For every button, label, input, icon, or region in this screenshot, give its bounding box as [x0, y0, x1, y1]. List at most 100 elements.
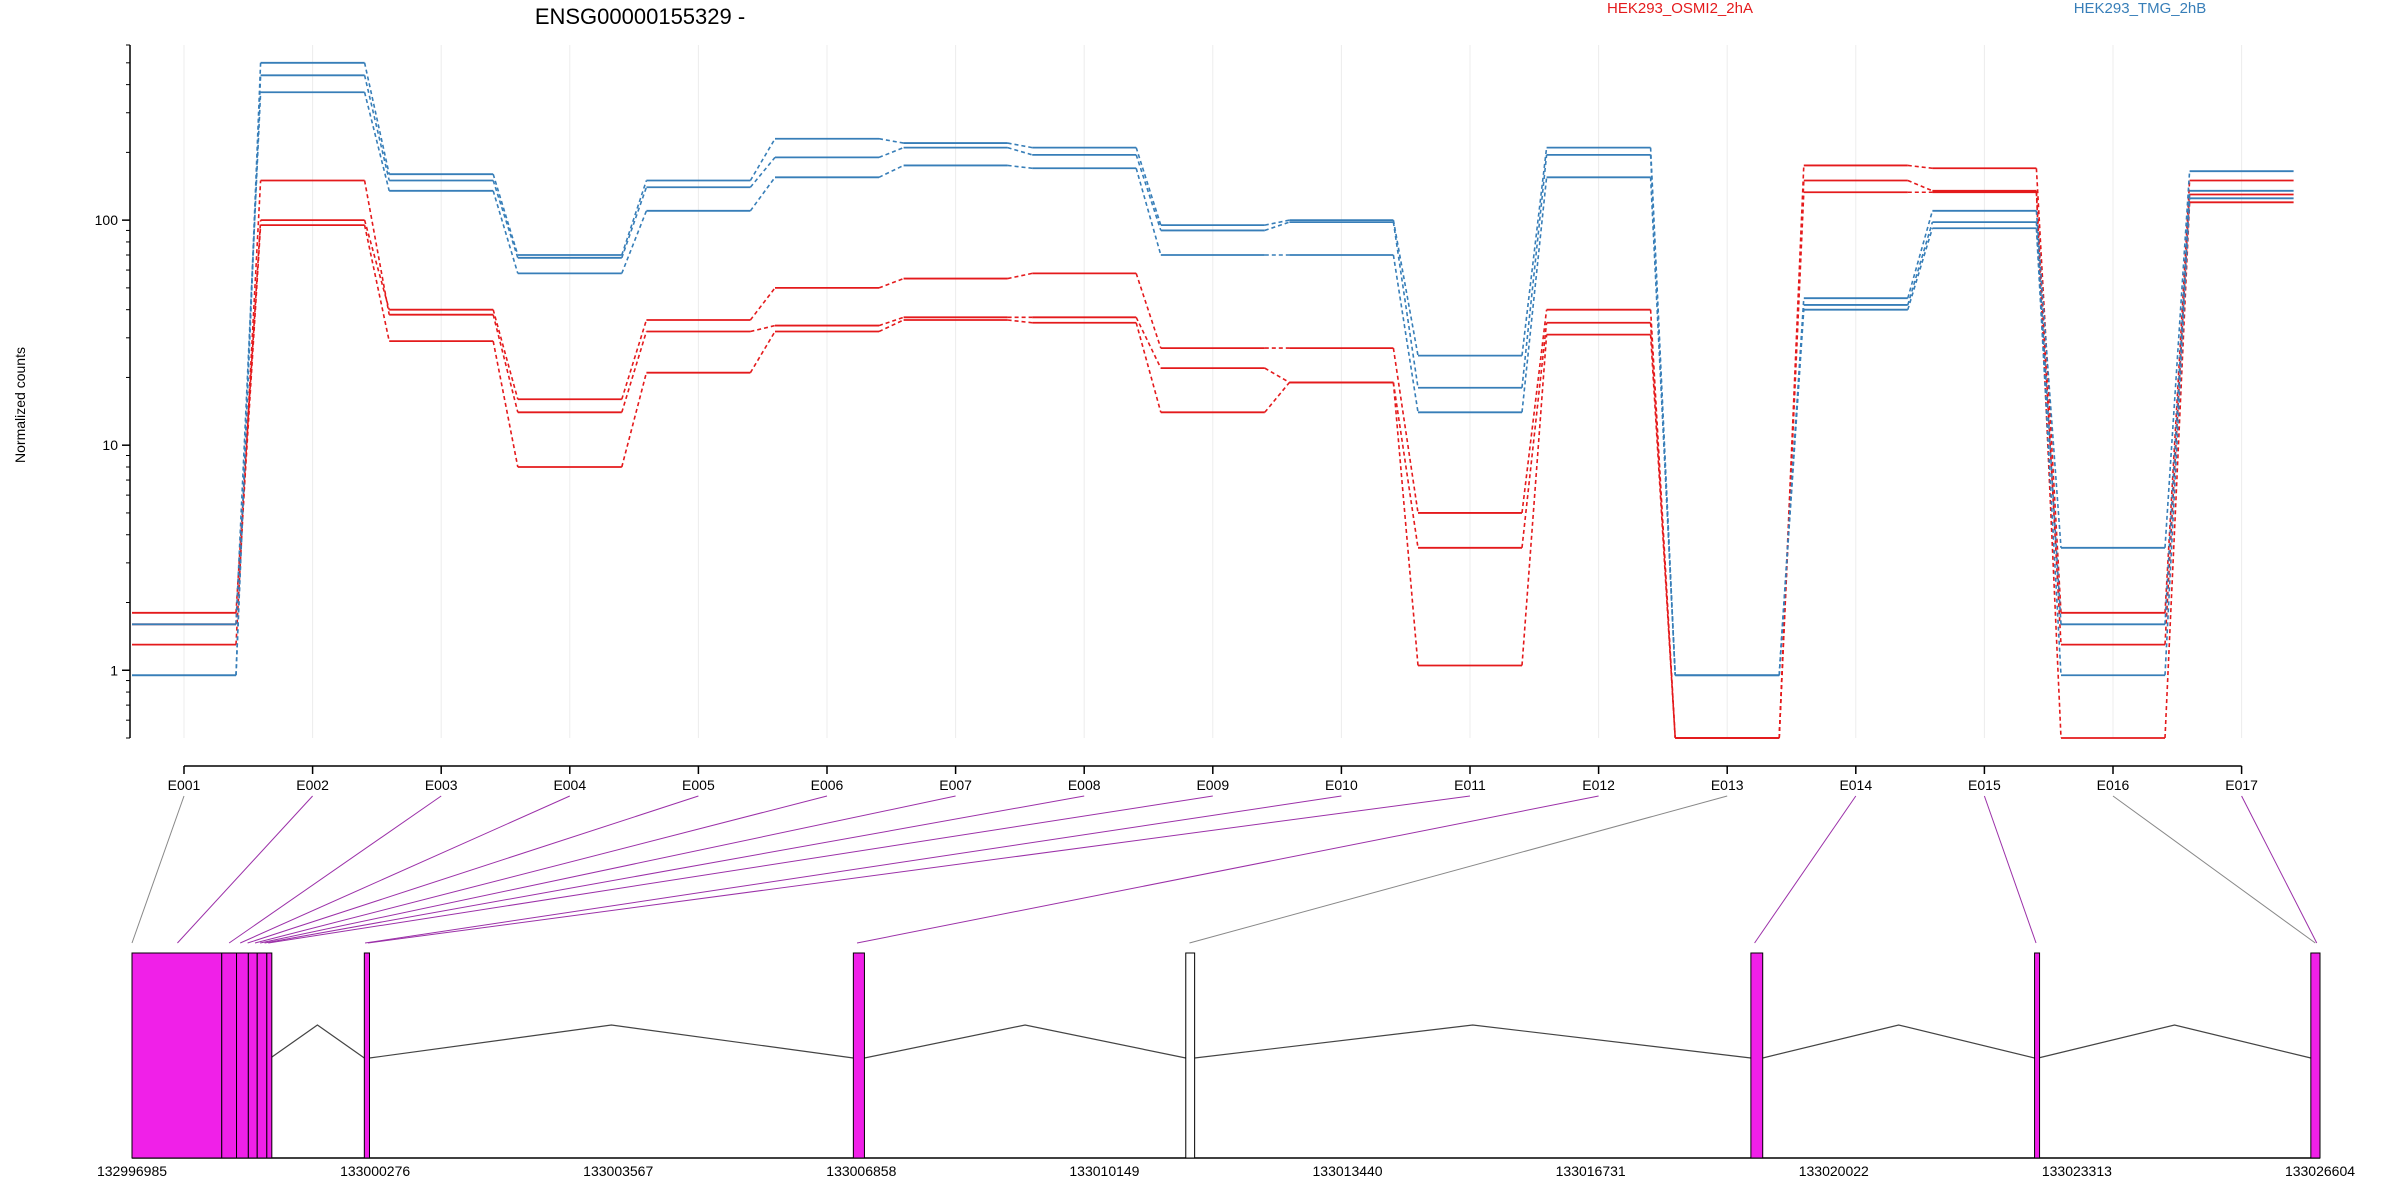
- bin-connector: [1007, 142, 1033, 149]
- bin-connector: [1521, 309, 1548, 514]
- bin-connector: [2035, 168, 2062, 613]
- bin-connector: [492, 190, 519, 274]
- bin-connector: [749, 138, 776, 181]
- bin-connector: [1778, 180, 1805, 739]
- exon-9: [1185, 952, 1196, 1159]
- mapping-line-e009: [268, 795, 1213, 944]
- bin-connector: [492, 173, 519, 256]
- mapping-line-e005: [247, 795, 699, 944]
- mapping-line-e012: [856, 795, 1599, 944]
- intron: [369, 1024, 854, 1059]
- y-tick-label: 1: [110, 662, 118, 678]
- series-red-2: [132, 191, 2294, 739]
- bin-connector: [1135, 154, 1162, 231]
- bin-connector: [2035, 228, 2062, 676]
- exon-12: [2310, 952, 2321, 1159]
- bin-connector: [1392, 219, 1419, 356]
- bin-connector: [1907, 164, 1933, 170]
- bin-connector: [1135, 168, 1162, 256]
- bin-connector: [750, 324, 776, 333]
- bin-connector: [621, 186, 648, 259]
- x-tick-label-e012: E012: [1582, 777, 1615, 793]
- bin-connector: [1007, 272, 1033, 280]
- mapping-line-e006: [254, 795, 828, 944]
- x-tick-label-e008: E008: [1068, 777, 1101, 793]
- exon-7: [363, 952, 370, 1159]
- bin-connector: [1392, 382, 1419, 666]
- bin-connector: [235, 92, 262, 625]
- bin-connector: [2164, 198, 2191, 676]
- mapping-line-e016: [2112, 795, 2316, 944]
- bin-connector: [1135, 316, 1162, 369]
- bin-connector: [878, 277, 904, 289]
- series-lines: [132, 61, 2294, 739]
- coordinate-label: 133026604: [2285, 1163, 2355, 1179]
- bin-connector: [1135, 147, 1162, 226]
- intron: [864, 1024, 1186, 1059]
- bin-connector: [2035, 190, 2062, 645]
- x-tick-label-e004: E004: [553, 777, 586, 793]
- x-tick-label-e015: E015: [1968, 777, 2001, 793]
- legend-label-tmg: HEK293_TMG_2hB: [2074, 0, 2207, 17]
- bin-connector: [1521, 334, 1548, 666]
- x-tick-label-e003: E003: [425, 777, 458, 793]
- intron: [1762, 1024, 2035, 1059]
- bin-connector: [2035, 192, 2062, 739]
- mapping-line-e015: [1983, 795, 2037, 944]
- bin-connector: [878, 164, 904, 179]
- bin-connector: [878, 319, 904, 333]
- bin-connector: [1907, 221, 1934, 306]
- x-tick-label-e011: E011: [1454, 777, 1486, 793]
- exon-3: [236, 952, 249, 1159]
- bin-connector: [2164, 190, 2191, 625]
- bin-connector: [749, 331, 776, 374]
- coordinate-label: 132996985: [97, 1163, 167, 1179]
- bin-connector: [492, 340, 519, 468]
- bin-connector: [1649, 322, 1676, 739]
- bin-connector: [1007, 164, 1033, 170]
- exon-4: [247, 952, 258, 1159]
- legend-label-osmi2: HEK293_OSMI2_2hA: [1607, 0, 1753, 17]
- bin-connector: [492, 314, 519, 413]
- bin-connector: [1392, 221, 1419, 388]
- bin-connector: [1907, 179, 1933, 192]
- x-tick-label-e001: E001: [168, 777, 201, 793]
- bin-connector: [1778, 192, 1805, 739]
- bin-connector: [2035, 210, 2062, 548]
- bin-connector: [878, 316, 904, 327]
- bin-connector: [1907, 228, 1934, 310]
- intron: [1194, 1024, 1751, 1059]
- coordinate-label: 133010149: [1069, 1163, 1139, 1179]
- bin-connector: [1521, 147, 1548, 356]
- bin-connector: [1007, 146, 1033, 156]
- bin-connector: [621, 210, 648, 274]
- exon-8: [852, 952, 865, 1159]
- bin-connector: [878, 146, 904, 159]
- exon-10: [1750, 952, 1764, 1159]
- bin-connector: [492, 309, 519, 400]
- mapping-line-e002: [177, 795, 313, 944]
- bin-connector: [1649, 334, 1676, 739]
- series-blue-5: [132, 91, 2294, 677]
- gene-model: 132996985 133000276 133003567 133006858 1330…: [97, 952, 2355, 1179]
- bin-connector: [621, 180, 648, 256]
- bin-connector: [1649, 177, 1676, 676]
- mapping-line-e003: [228, 795, 442, 944]
- bin-connector: [1135, 322, 1162, 413]
- bin-connector: [1521, 322, 1548, 548]
- coordinate-label: 133020022: [1799, 1163, 1869, 1179]
- x-axis: E001 E002 E003 E004 E005 E006 E007 E008 E009 E010…: [168, 765, 2258, 793]
- x-tick-label-e014: E014: [1839, 777, 1872, 793]
- bin-connector: [1392, 347, 1419, 514]
- y-axis-label: Normalized counts: [12, 347, 28, 463]
- x-tick-label-e017: E017: [2225, 777, 2258, 793]
- coordinate-label: 133000276: [340, 1163, 410, 1179]
- bin-connector: [749, 156, 776, 188]
- exon-6: [266, 952, 273, 1159]
- y-tick-label: 100: [95, 212, 119, 228]
- x-tick-label-e009: E009: [1196, 777, 1229, 793]
- coordinate-label: 133006858: [826, 1163, 896, 1179]
- intron: [270, 1024, 365, 1059]
- mapping-line-e010: [364, 795, 1342, 944]
- mapping-line-e017: [2241, 795, 2318, 944]
